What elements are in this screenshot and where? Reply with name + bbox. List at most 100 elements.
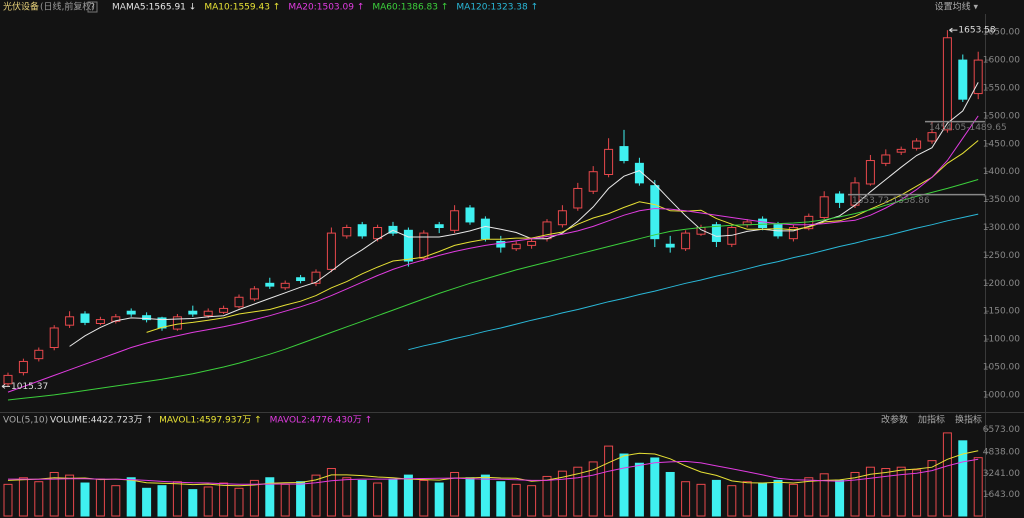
indicator-button[interactable]: 改参数 <box>881 414 908 426</box>
volume-bar <box>311 474 321 517</box>
y-tick-label: 6573.00 <box>983 425 1020 435</box>
y-tick-label: 1000.00 <box>983 390 1020 400</box>
candle-body <box>650 185 660 240</box>
candle-body <box>49 327 59 348</box>
candle-body <box>881 154 891 164</box>
indicator-button[interactable]: 加指标 <box>918 414 945 426</box>
volume-bar <box>249 479 259 517</box>
min-label: 1015.37 <box>11 382 48 392</box>
volume-bar <box>542 475 552 517</box>
candle-body <box>465 207 475 223</box>
y-tick-label: 1400.00 <box>983 167 1020 177</box>
volume-bar <box>450 471 460 517</box>
volume-bar <box>619 453 629 517</box>
legend-label: MA <box>112 3 127 13</box>
y-tick-label: 1650.00 <box>983 28 1020 38</box>
volume-bar <box>157 485 167 517</box>
candle-body <box>18 360 28 374</box>
volume-bar <box>681 481 691 517</box>
candle-body <box>434 224 444 229</box>
candle-body <box>219 307 229 313</box>
candle-body <box>342 227 352 237</box>
volume-bar <box>850 471 860 517</box>
volume-bar <box>835 479 845 517</box>
volume-bar <box>388 478 398 517</box>
help-icon[interactable]: ? <box>90 3 95 13</box>
candle-body <box>172 316 182 330</box>
volume-bar <box>727 485 737 517</box>
y-tick-label: 1300.00 <box>983 223 1020 233</box>
y-tick-label: 1600.00 <box>983 56 1020 66</box>
candle-body <box>927 132 937 142</box>
candle-body <box>388 225 398 234</box>
volume-bar <box>480 474 490 517</box>
volume-bar <box>958 440 968 517</box>
candle-body <box>265 282 275 287</box>
volume-bar <box>588 461 598 517</box>
y-tick-label: 1050.00 <box>983 363 1020 373</box>
candle-body <box>280 282 290 289</box>
candle-body <box>788 227 798 240</box>
y-tick-label: 1150.00 <box>983 307 1020 317</box>
volume-bar <box>373 482 383 517</box>
arrow <box>949 27 958 33</box>
ma-line <box>408 213 979 351</box>
candle-body <box>157 317 167 329</box>
ma-line <box>7 115 979 393</box>
volume-bar <box>942 432 952 517</box>
candle-body <box>557 210 567 226</box>
candle-body <box>527 240 537 246</box>
candle-body <box>80 313 90 323</box>
candle-body <box>403 229 413 262</box>
candle-body <box>896 148 906 153</box>
candle-body <box>865 160 875 185</box>
settings-button[interactable]: 设置均线 ▾ <box>935 1 979 13</box>
volume-bar <box>342 477 352 517</box>
candle-body <box>711 224 721 242</box>
candle-body <box>34 349 44 360</box>
indicator-button[interactable]: 换指标 <box>955 414 982 426</box>
candle-body <box>203 310 213 317</box>
legend-entry: MA20:1503.09 ↑ <box>288 3 364 13</box>
candle-body <box>249 288 259 300</box>
candle-body <box>681 232 691 250</box>
candle-body <box>296 277 306 282</box>
volume-bar <box>927 460 937 517</box>
volume-bar <box>773 479 783 517</box>
candle-body <box>604 148 614 175</box>
y-tick-label: 1200.00 <box>983 279 1020 289</box>
volume-bar <box>819 473 829 517</box>
volume-bar <box>711 479 721 517</box>
candle-body <box>65 316 75 326</box>
help-box[interactable] <box>87 1 98 13</box>
candle-body <box>958 59 968 100</box>
volume-bar <box>865 466 875 517</box>
volume-bar <box>665 471 675 517</box>
y-tick-label: 1350.00 <box>983 195 1020 205</box>
volume-bar <box>280 483 290 517</box>
ma-line <box>7 179 979 401</box>
legend-entry: MA10:1559.43 ↑ <box>204 3 280 13</box>
volume-bar <box>527 485 537 517</box>
y-tick-label: 1550.00 <box>983 83 1020 93</box>
candle-body <box>111 316 121 322</box>
candle-body <box>188 310 198 315</box>
volume-bar <box>34 481 44 517</box>
candle-body <box>419 232 429 259</box>
candle-body <box>480 218 490 240</box>
volume-bar <box>634 462 644 517</box>
ma-line <box>146 140 979 333</box>
volume-bar <box>95 478 105 517</box>
candle-body <box>496 240 506 248</box>
volume-bar <box>742 481 752 517</box>
candle-body <box>357 224 367 237</box>
candle-body <box>758 218 768 229</box>
volume-label: VOLUME:4422.723万 ↑ <box>50 416 153 426</box>
volume-bar <box>357 479 367 517</box>
y-tick-label: 3241.00 <box>983 469 1020 479</box>
volume-bar <box>434 482 444 517</box>
candle-body <box>311 271 321 284</box>
volume-bar <box>881 468 891 517</box>
range-label: 1353.72-1358.86 <box>852 196 930 206</box>
